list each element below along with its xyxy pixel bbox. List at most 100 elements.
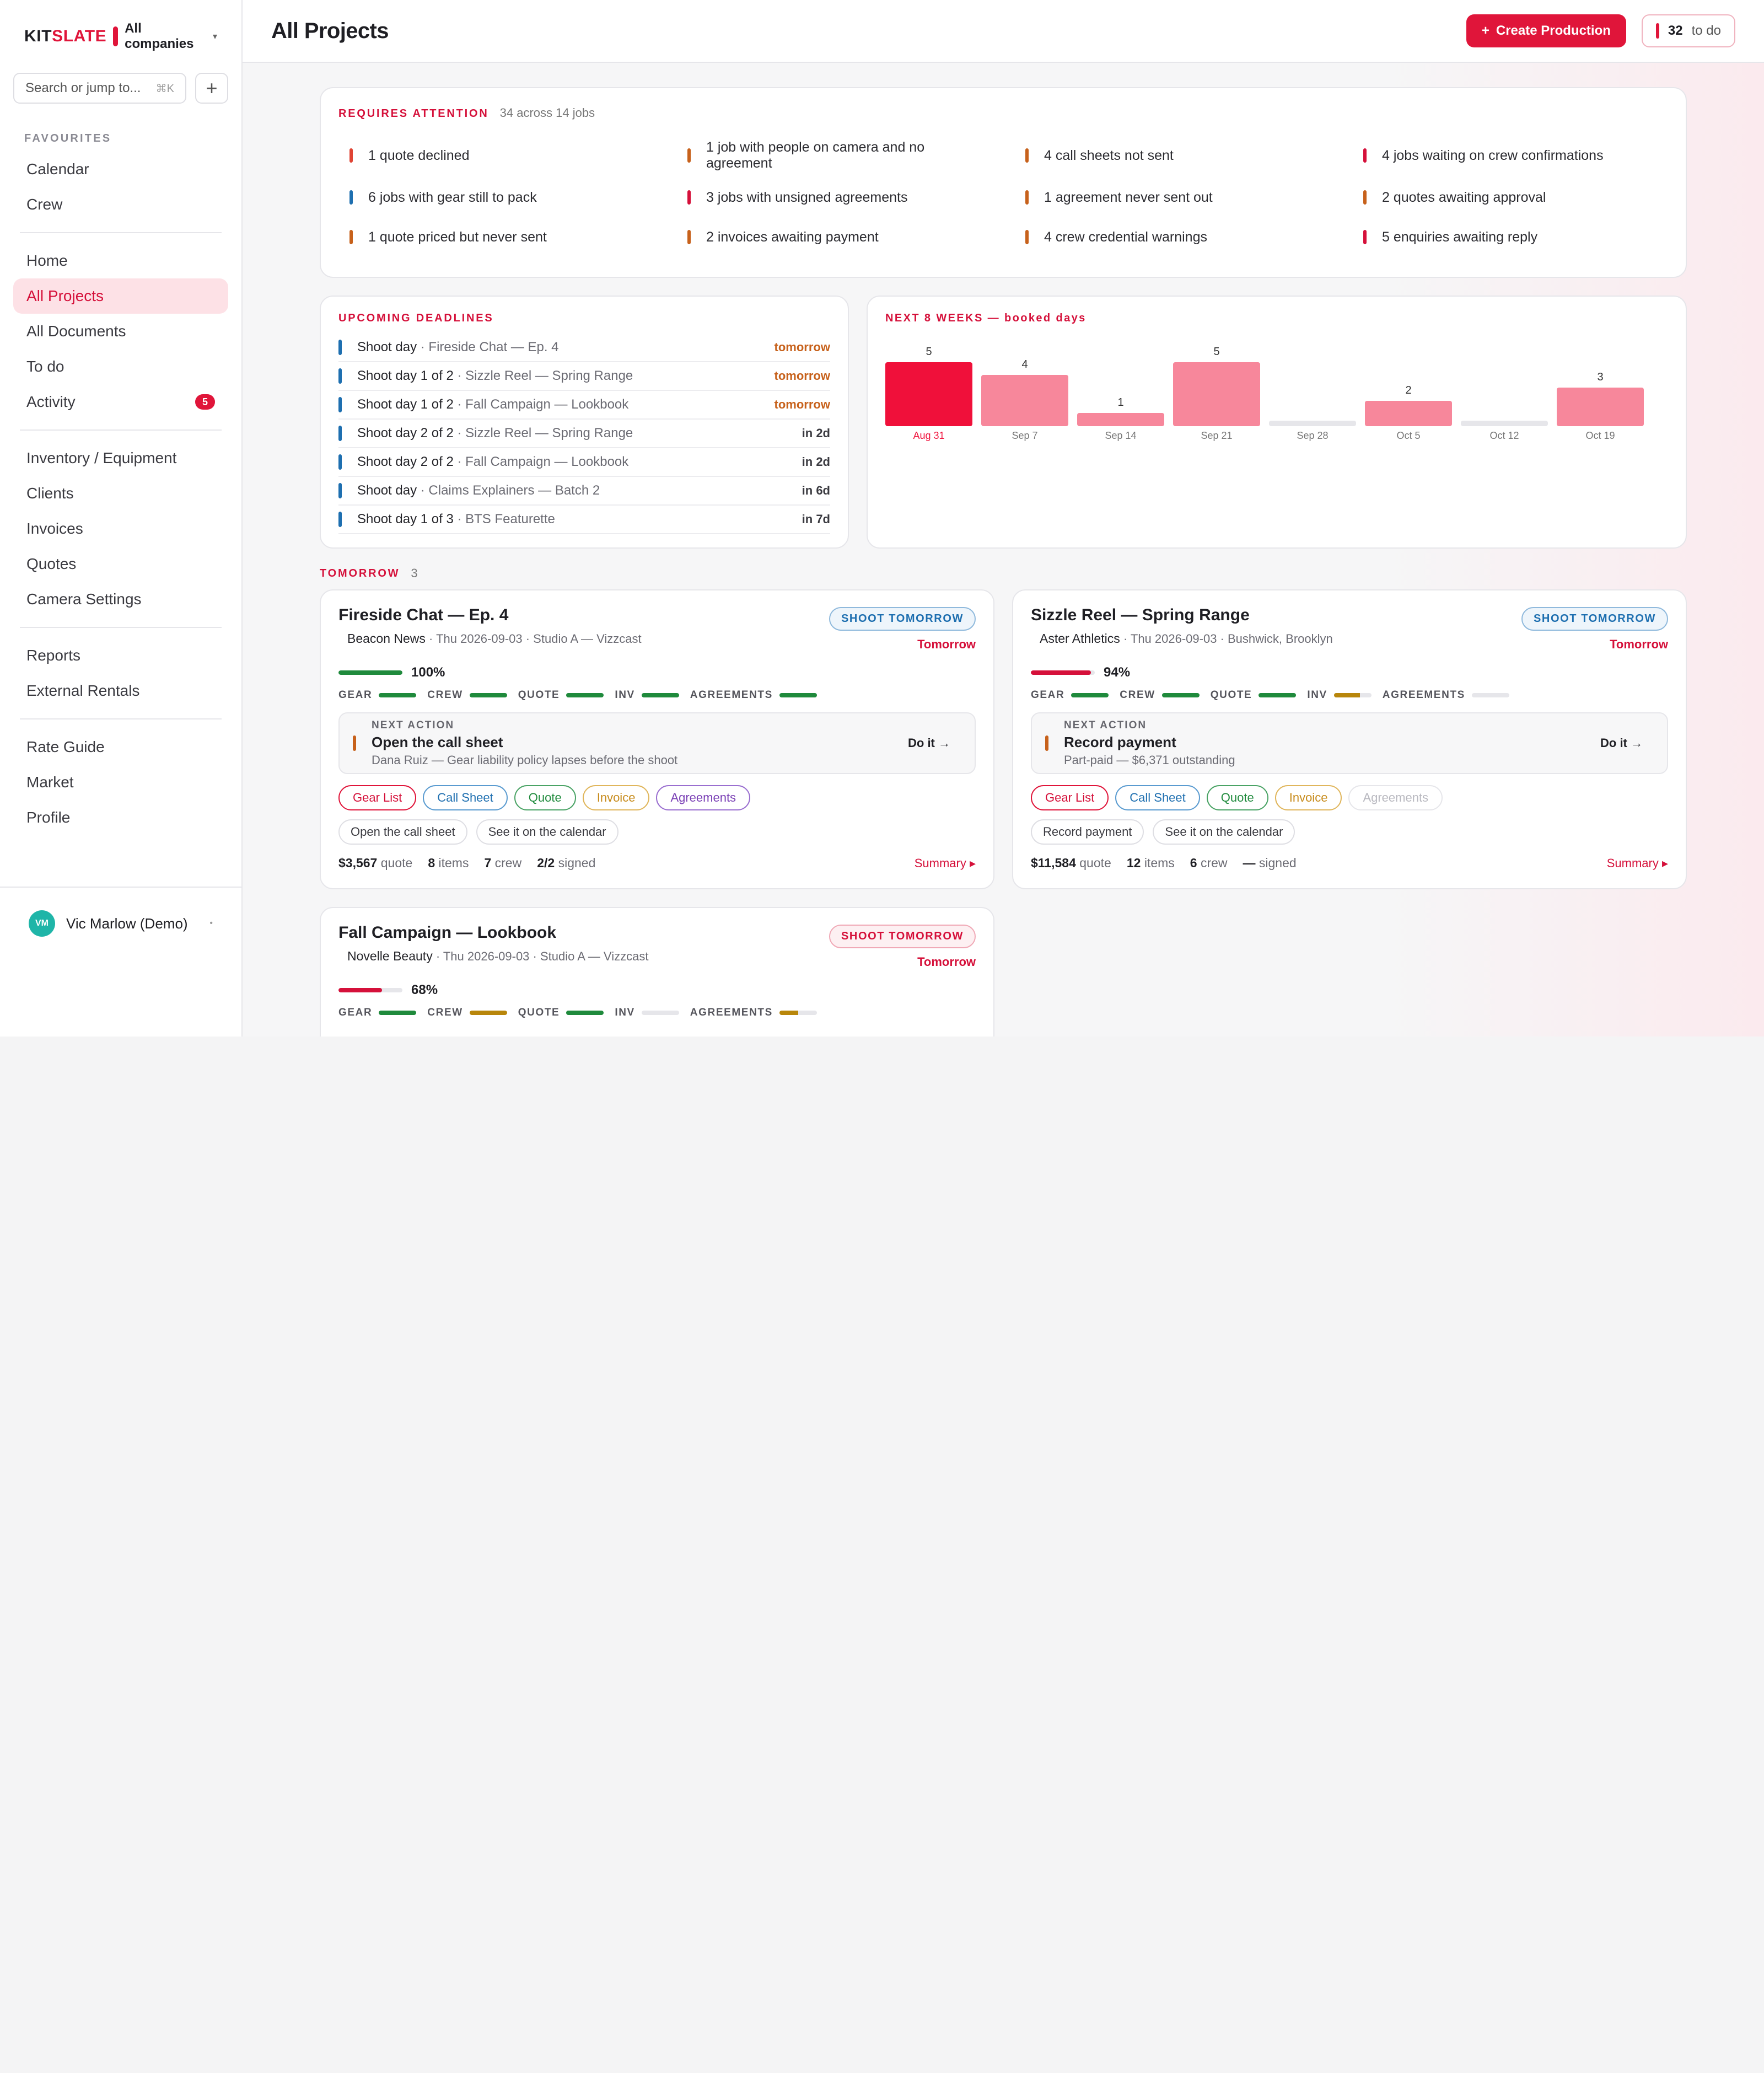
sidebar-item-calendar[interactable]: Calendar	[13, 152, 228, 187]
chart-bar[interactable]	[1365, 400, 1452, 426]
requires-attention-card: REQUIRES ATTENTION 34 across 14 jobs 1 qu…	[320, 87, 1687, 278]
attention-item[interactable]: 6 jobs with gear still to pack	[338, 178, 654, 217]
job-title[interactable]: Fireside Chat — Ep. 4	[338, 606, 509, 624]
sidebar-item-camera-settings[interactable]: Camera Settings	[13, 582, 228, 617]
attention-item-text: 4 jobs waiting on crew confirmations	[1382, 147, 1604, 163]
chip-gear-list[interactable]: Gear List	[338, 785, 417, 810]
readiness-bar	[566, 693, 604, 697]
action-see-it-on-the-calendar[interactable]: See it on the calendar	[476, 819, 619, 845]
sidebar-item-activity[interactable]: Activity 5	[13, 384, 228, 420]
chart-data-label: 3	[1597, 371, 1604, 384]
attention-item[interactable]: 1 quote declined	[338, 133, 654, 178]
attention-item[interactable]: 1 job with people on camera and no agree…	[676, 133, 992, 178]
chart-bar[interactable]	[1557, 388, 1644, 426]
chip-agreements[interactable]: Agreements	[656, 785, 751, 810]
chart-bar[interactable]	[1269, 421, 1356, 426]
todo-label: to do	[1691, 23, 1721, 38]
sidebar-item-all-projects[interactable]: All Projects	[13, 278, 228, 314]
sidebar-item-market[interactable]: Market	[13, 765, 228, 800]
action-open-the-call-sheet[interactable]: Open the call sheet	[338, 819, 467, 845]
chevron-down-icon[interactable]: ▾	[212, 32, 217, 41]
deadline-tick	[338, 512, 342, 527]
do-it-button[interactable]: Do it →	[908, 736, 950, 750]
chart-bar[interactable]	[1077, 413, 1164, 426]
deadline-row[interactable]: Shoot day · Claims Explainers — Batch 2 i…	[338, 477, 830, 506]
deadline-event: Shoot day 2 of 2	[357, 426, 454, 441]
chart-bar[interactable]	[885, 362, 972, 426]
progress-fill	[1031, 670, 1091, 675]
todo-button[interactable]: 32 to do	[1641, 14, 1735, 47]
company-switcher[interactable]: All companies	[125, 21, 194, 51]
readiness-bar	[1259, 693, 1297, 697]
logo[interactable]: KITSLATE	[24, 27, 107, 45]
user-menu[interactable]: VM Vic Marlow (Demo) •	[0, 887, 241, 959]
chart-tick-label: Oct 12	[1489, 430, 1519, 441]
action-record-payment[interactable]: Record payment	[1031, 819, 1144, 845]
deadline-tick	[338, 483, 342, 498]
deadline-project: · Sizzle Reel — Spring Range	[453, 368, 633, 383]
sidebar-item-invoices[interactable]: Invoices	[13, 511, 228, 546]
chip-quote[interactable]: Quote	[1206, 785, 1268, 810]
do-it-button[interactable]: Do it →	[1600, 736, 1643, 750]
deadline-row[interactable]: Shoot day 1 of 2 · Fall Campaign — Lookb…	[338, 391, 830, 420]
readiness-fill	[779, 1011, 798, 1015]
sidebar-item-label: Rate Guide	[26, 738, 105, 755]
deadline-row[interactable]: Shoot day 1 of 3 · BTS Featurette in 7d	[338, 506, 830, 534]
job-title[interactable]: Fall Campaign — Lookbook	[338, 923, 557, 942]
job-card[interactable]: Sizzle Reel — Spring Range Aster Athletic…	[1012, 589, 1687, 889]
deadline-event: Shoot day	[357, 483, 417, 498]
sidebar-item-home[interactable]: Home	[13, 243, 228, 278]
sidebar-item-to-do[interactable]: To do	[13, 349, 228, 384]
chip-invoice[interactable]: Invoice	[1274, 785, 1342, 810]
sidebar-item-inventory-equipment[interactable]: Inventory / Equipment	[13, 441, 228, 476]
job-client: Novelle Beauty	[347, 949, 433, 963]
chart-bar[interactable]	[1173, 362, 1260, 426]
search-input[interactable]: Search or jump to... ⌘K	[13, 73, 186, 104]
job-title[interactable]: Sizzle Reel — Spring Range	[1031, 606, 1250, 624]
chip-invoice[interactable]: Invoice	[582, 785, 650, 810]
sidebar-item-quotes[interactable]: Quotes	[13, 546, 228, 582]
attention-item[interactable]: 5 enquiries awaiting reply	[1352, 217, 1668, 257]
chip-call-sheet[interactable]: Call Sheet	[423, 785, 508, 810]
chip-quote[interactable]: Quote	[514, 785, 576, 810]
attention-item[interactable]: 4 crew credential warnings	[1014, 217, 1330, 257]
sidebar-item-rate-guide[interactable]: Rate Guide	[13, 729, 228, 765]
chart-bar[interactable]	[981, 375, 1068, 426]
attention-item[interactable]: 4 call sheets not sent	[1014, 133, 1330, 178]
deadline-when: tomorrow	[774, 398, 830, 411]
deadline-row[interactable]: Shoot day 1 of 2 · Sizzle Reel — Spring …	[338, 362, 830, 391]
deadline-event: Shoot day 1 of 2	[357, 368, 454, 383]
chart-bar[interactable]	[1461, 421, 1548, 426]
deadline-row[interactable]: Shoot day 2 of 2 · Fall Campaign — Lookb…	[338, 448, 830, 477]
readiness-bar	[566, 1011, 604, 1015]
topbar: All Projects + Create Production 32 to d…	[243, 0, 1764, 63]
add-button[interactable]: +	[195, 73, 228, 104]
progress-row: 100%	[338, 665, 976, 680]
readiness-dimensions: GEAR CREW QUOTE INV AGREEMENTS	[338, 1007, 976, 1019]
sidebar-item-profile[interactable]: Profile	[13, 800, 228, 835]
summary-link[interactable]: Summary ▸	[1606, 856, 1668, 870]
sidebar-item-external-rentals[interactable]: External Rentals	[13, 673, 228, 708]
sidebar-item-crew[interactable]: Crew	[13, 187, 228, 222]
job-card[interactable]: Fall Campaign — Lookbook Novelle Beauty ·…	[320, 907, 994, 1036]
summary-link[interactable]: Summary ▸	[914, 856, 976, 870]
attention-item[interactable]: 1 quote priced but never sent	[338, 217, 654, 257]
attention-item[interactable]: 2 quotes awaiting approval	[1352, 178, 1668, 217]
create-production-button[interactable]: + Create Production	[1466, 14, 1626, 47]
attention-item[interactable]: 2 invoices awaiting payment	[676, 217, 992, 257]
plus-icon: +	[1481, 23, 1489, 38]
deadline-row[interactable]: Shoot day 2 of 2 · Sizzle Reel — Spring …	[338, 420, 830, 448]
attention-item[interactable]: 3 jobs with unsigned agreements	[676, 178, 992, 217]
sidebar-item-clients[interactable]: Clients	[13, 476, 228, 511]
deadline-row[interactable]: Shoot day · Fireside Chat — Ep. 4 tomorro…	[338, 334, 830, 362]
deadline-event: Shoot day 1 of 3	[357, 512, 454, 527]
chip-call-sheet[interactable]: Call Sheet	[1115, 785, 1200, 810]
attention-item[interactable]: 4 jobs waiting on crew confirmations	[1352, 133, 1668, 178]
chip-gear-list[interactable]: Gear List	[1031, 785, 1109, 810]
action-see-it-on-the-calendar[interactable]: See it on the calendar	[1153, 819, 1295, 845]
job-card[interactable]: Fireside Chat — Ep. 4 Beacon News · Thu 2…	[320, 589, 994, 889]
attention-item[interactable]: 1 agreement never sent out	[1014, 178, 1330, 217]
sidebar-item-all-documents[interactable]: All Documents	[13, 314, 228, 349]
sidebar-item-reports[interactable]: Reports	[13, 638, 228, 673]
menu-dot-icon[interactable]: •	[209, 919, 213, 928]
